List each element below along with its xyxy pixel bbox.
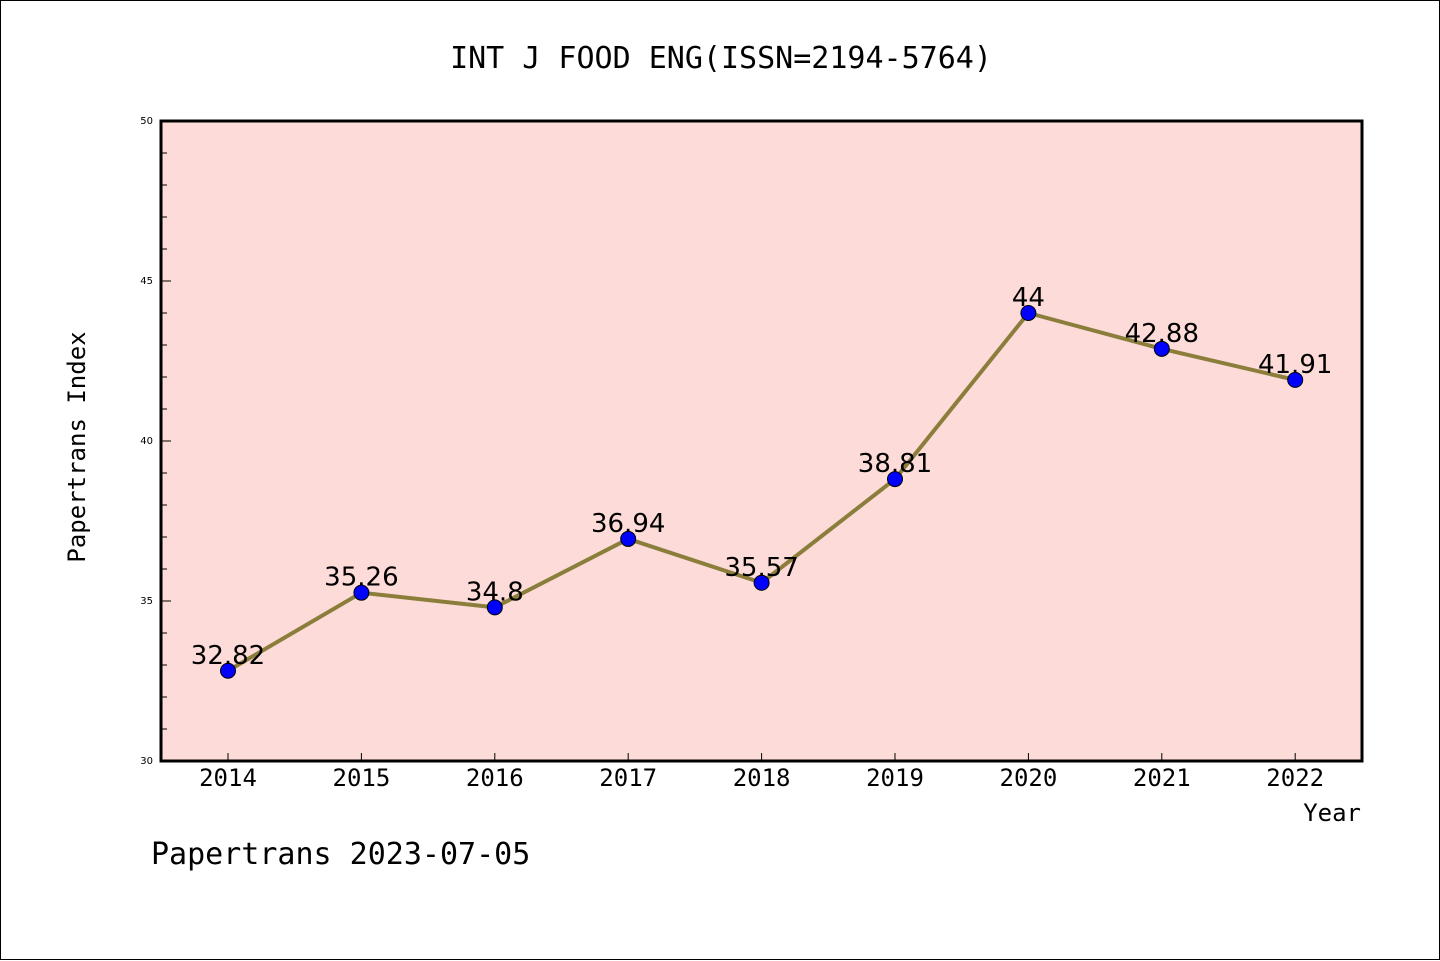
data-label: 35.57 [724, 553, 798, 583]
data-point [1153, 340, 1170, 357]
data-point [620, 530, 637, 547]
data-label: 44 [1012, 283, 1045, 313]
x-axis: 2014 2015 2016 2017 2018 2019 2020 2021 2022 [199, 753, 1324, 792]
x-tick-label: 2022 [1266, 764, 1324, 792]
plot-area [159, 119, 1364, 763]
data-point [887, 471, 903, 488]
x-tick-label: 2015 [333, 764, 391, 792]
data-point [1287, 371, 1304, 388]
data-label: 41.91 [1258, 350, 1332, 380]
data-point [486, 599, 503, 616]
y-tick-label: 35 [140, 596, 153, 607]
series-line-group [220, 305, 1304, 679]
x-tick-label: 2020 [1000, 764, 1058, 792]
data-point [220, 662, 236, 679]
y-tick-label: 30 [140, 756, 153, 767]
data-label: 38.81 [858, 449, 932, 479]
data-label: 34.8 [466, 577, 524, 607]
data-label: 32.82 [191, 641, 265, 671]
x-tick-label: 2014 [199, 764, 257, 792]
data-label: 35.26 [324, 563, 398, 593]
x-tick-label: 2021 [1133, 764, 1191, 792]
data-point [1020, 305, 1037, 321]
footer-text: Papertrans 2023-07-05 [151, 837, 530, 872]
x-tick-label: 2019 [866, 764, 924, 792]
x-tick-label: 2018 [733, 764, 791, 792]
chart-title: INT J FOOD ENG(ISSN=2194-5764) [450, 41, 992, 76]
x-axis-label: Year [1303, 799, 1361, 827]
x-tick-label: 2016 [466, 764, 524, 792]
y-tick-label: 45 [140, 276, 153, 287]
y-axis: 30 35 40 45 50 [140, 116, 171, 767]
y-tick-label: 40 [140, 436, 153, 447]
data-point [353, 584, 370, 601]
data-label-group: 32.82 35.26 34.8 36.94 35.57 38.81 44 42.88 41.9… [191, 283, 1333, 671]
data-label: 42.88 [1125, 319, 1199, 349]
y-tick-label: 50 [140, 116, 153, 127]
y-axis-label: Papertrans Index [63, 331, 91, 562]
data-point [753, 574, 770, 591]
data-label: 36.94 [591, 509, 665, 539]
x-tick-label: 2017 [599, 764, 657, 792]
